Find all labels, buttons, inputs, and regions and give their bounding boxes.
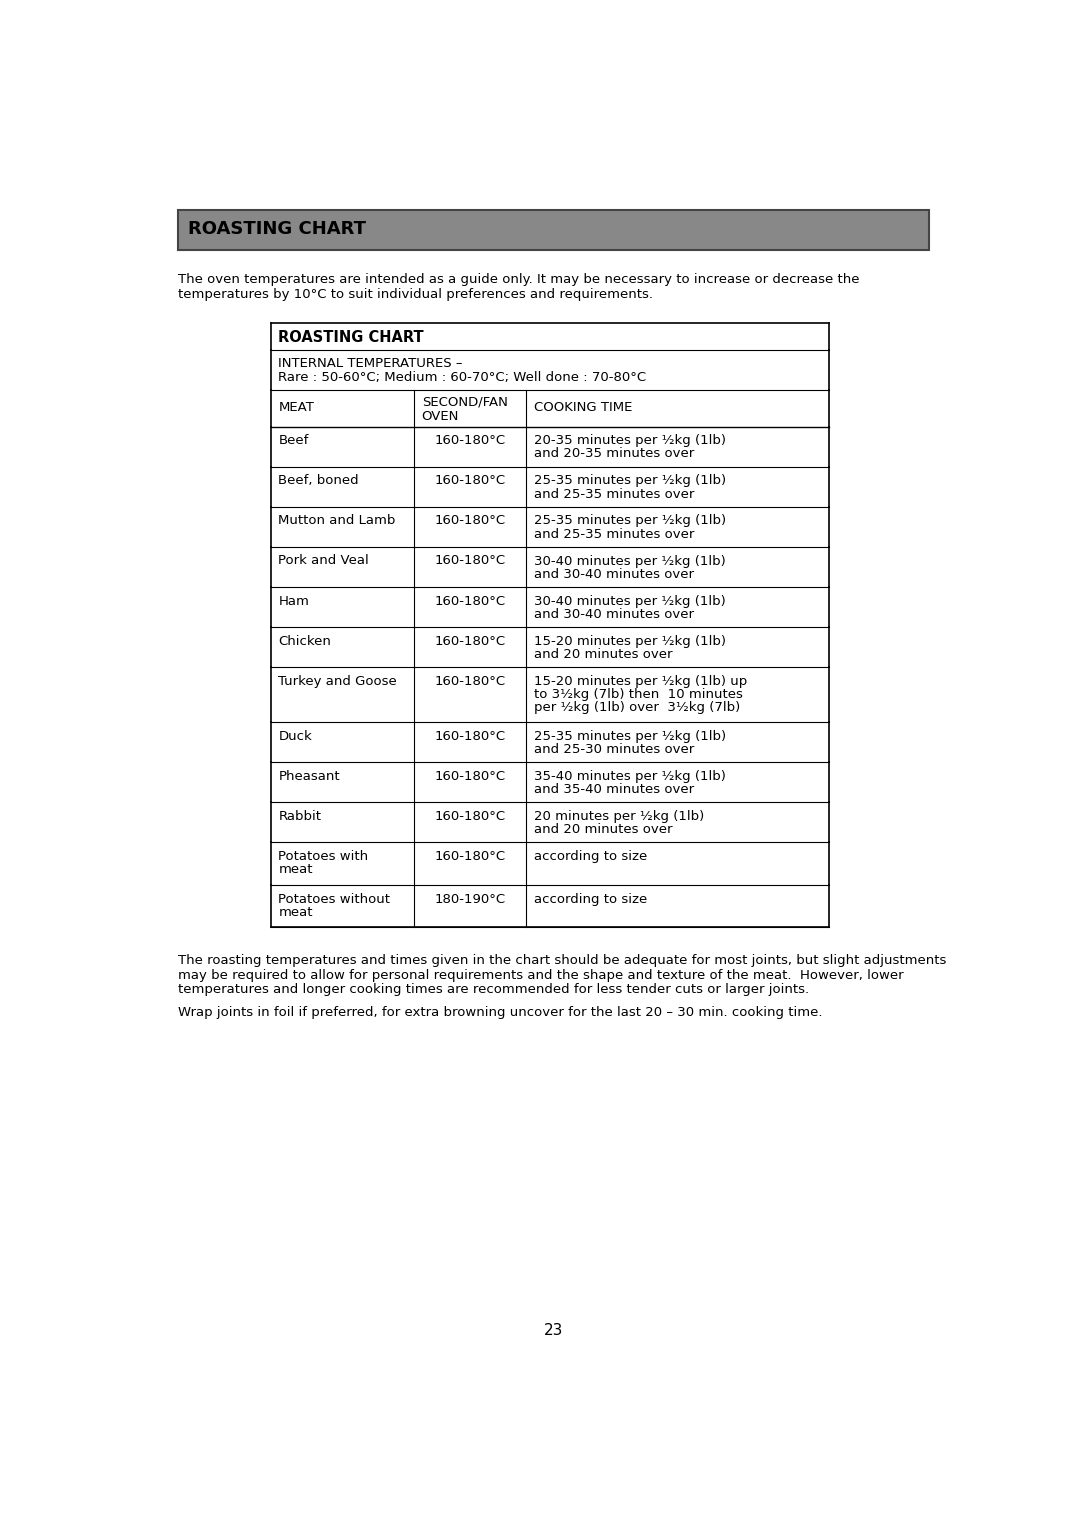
Text: according to size: according to size bbox=[535, 850, 647, 863]
Text: 30-40 minutes per ½kg (1lb): 30-40 minutes per ½kg (1lb) bbox=[535, 594, 726, 608]
Text: meat: meat bbox=[279, 863, 313, 876]
Text: per ½kg (1lb) over  3½kg (7lb): per ½kg (1lb) over 3½kg (7lb) bbox=[535, 701, 741, 714]
Text: 30-40 minutes per ½kg (1lb): 30-40 minutes per ½kg (1lb) bbox=[535, 555, 726, 567]
Text: COOKING TIME: COOKING TIME bbox=[535, 402, 633, 414]
Text: temperatures and longer cooking times are recommended for less tender cuts or la: temperatures and longer cooking times ar… bbox=[177, 984, 809, 996]
Text: OVEN: OVEN bbox=[422, 410, 459, 423]
Text: and 20-35 minutes over: and 20-35 minutes over bbox=[535, 448, 694, 460]
Text: 160-180°C: 160-180°C bbox=[434, 434, 505, 448]
Text: Potatoes with: Potatoes with bbox=[279, 850, 368, 863]
Text: 23: 23 bbox=[544, 1323, 563, 1339]
Text: 160-180°C: 160-180°C bbox=[434, 770, 505, 782]
Text: 15-20 minutes per ½kg (1lb) up: 15-20 minutes per ½kg (1lb) up bbox=[535, 675, 747, 688]
Text: 160-180°C: 160-180°C bbox=[434, 730, 505, 743]
Text: Rabbit: Rabbit bbox=[279, 810, 322, 824]
Text: and 25-30 minutes over: and 25-30 minutes over bbox=[535, 743, 694, 756]
Text: 160-180°C: 160-180°C bbox=[434, 675, 505, 688]
Text: 160-180°C: 160-180°C bbox=[434, 810, 505, 824]
Text: temperatures by 10°C to suit individual preferences and requirements.: temperatures by 10°C to suit individual … bbox=[177, 289, 652, 301]
Text: 160-180°C: 160-180°C bbox=[434, 515, 505, 527]
FancyBboxPatch shape bbox=[177, 211, 930, 251]
Text: 180-190°C: 180-190°C bbox=[434, 892, 505, 906]
Text: Chicken: Chicken bbox=[279, 634, 332, 648]
Text: 15-20 minutes per ½kg (1lb): 15-20 minutes per ½kg (1lb) bbox=[535, 634, 726, 648]
Text: Potatoes without: Potatoes without bbox=[279, 892, 390, 906]
Text: to 3½kg (7lb) then  10 minutes: to 3½kg (7lb) then 10 minutes bbox=[535, 688, 743, 701]
Text: 20 minutes per ½kg (1lb): 20 minutes per ½kg (1lb) bbox=[535, 810, 704, 824]
Text: 25-35 minutes per ½kg (1lb): 25-35 minutes per ½kg (1lb) bbox=[535, 730, 726, 743]
Text: 160-180°C: 160-180°C bbox=[434, 594, 505, 608]
Text: 20-35 minutes per ½kg (1lb): 20-35 minutes per ½kg (1lb) bbox=[535, 434, 726, 448]
Text: Ham: Ham bbox=[279, 594, 309, 608]
Text: 160-180°C: 160-180°C bbox=[434, 850, 505, 863]
Text: and 25-35 minutes over: and 25-35 minutes over bbox=[535, 527, 694, 541]
Text: The roasting temperatures and times given in the chart should be adequate for mo: The roasting temperatures and times give… bbox=[177, 953, 946, 967]
Text: 35-40 minutes per ½kg (1lb): 35-40 minutes per ½kg (1lb) bbox=[535, 770, 726, 782]
Text: 25-35 minutes per ½kg (1lb): 25-35 minutes per ½kg (1lb) bbox=[535, 474, 726, 487]
Text: Beef, boned: Beef, boned bbox=[279, 474, 359, 487]
Text: and 20 minutes over: and 20 minutes over bbox=[535, 824, 673, 836]
Text: may be required to allow for personal requirements and the shape and texture of : may be required to allow for personal re… bbox=[177, 969, 903, 983]
Text: INTERNAL TEMPERATURES –: INTERNAL TEMPERATURES – bbox=[279, 356, 463, 370]
Text: Pork and Veal: Pork and Veal bbox=[279, 555, 369, 567]
Text: ROASTING CHART: ROASTING CHART bbox=[189, 220, 366, 238]
Text: 160-180°C: 160-180°C bbox=[434, 634, 505, 648]
Text: MEAT: MEAT bbox=[279, 402, 314, 414]
Text: Wrap joints in foil if preferred, for extra browning uncover for the last 20 – 3: Wrap joints in foil if preferred, for ex… bbox=[177, 1007, 822, 1019]
Text: Beef: Beef bbox=[279, 434, 309, 448]
Text: 160-180°C: 160-180°C bbox=[434, 555, 505, 567]
Text: SECOND/FAN: SECOND/FAN bbox=[422, 396, 508, 408]
Text: according to size: according to size bbox=[535, 892, 647, 906]
Text: Pheasant: Pheasant bbox=[279, 770, 340, 782]
Text: Duck: Duck bbox=[279, 730, 312, 743]
Text: and 30-40 minutes over: and 30-40 minutes over bbox=[535, 608, 694, 620]
Text: ROASTING CHART: ROASTING CHART bbox=[279, 330, 424, 345]
Text: and 20 minutes over: and 20 minutes over bbox=[535, 648, 673, 660]
Text: Turkey and Goose: Turkey and Goose bbox=[279, 675, 397, 688]
Text: The oven temperatures are intended as a guide only. It may be necessary to incre: The oven temperatures are intended as a … bbox=[177, 274, 859, 286]
Text: 25-35 minutes per ½kg (1lb): 25-35 minutes per ½kg (1lb) bbox=[535, 515, 726, 527]
Text: and 30-40 minutes over: and 30-40 minutes over bbox=[535, 567, 694, 581]
Text: and 25-35 minutes over: and 25-35 minutes over bbox=[535, 487, 694, 501]
Text: Mutton and Lamb: Mutton and Lamb bbox=[279, 515, 395, 527]
Text: 160-180°C: 160-180°C bbox=[434, 474, 505, 487]
Text: and 35-40 minutes over: and 35-40 minutes over bbox=[535, 784, 694, 796]
Text: meat: meat bbox=[279, 906, 313, 918]
Text: Rare : 50-60°C; Medium : 60-70°C; Well done : 70-80°C: Rare : 50-60°C; Medium : 60-70°C; Well d… bbox=[279, 371, 647, 384]
